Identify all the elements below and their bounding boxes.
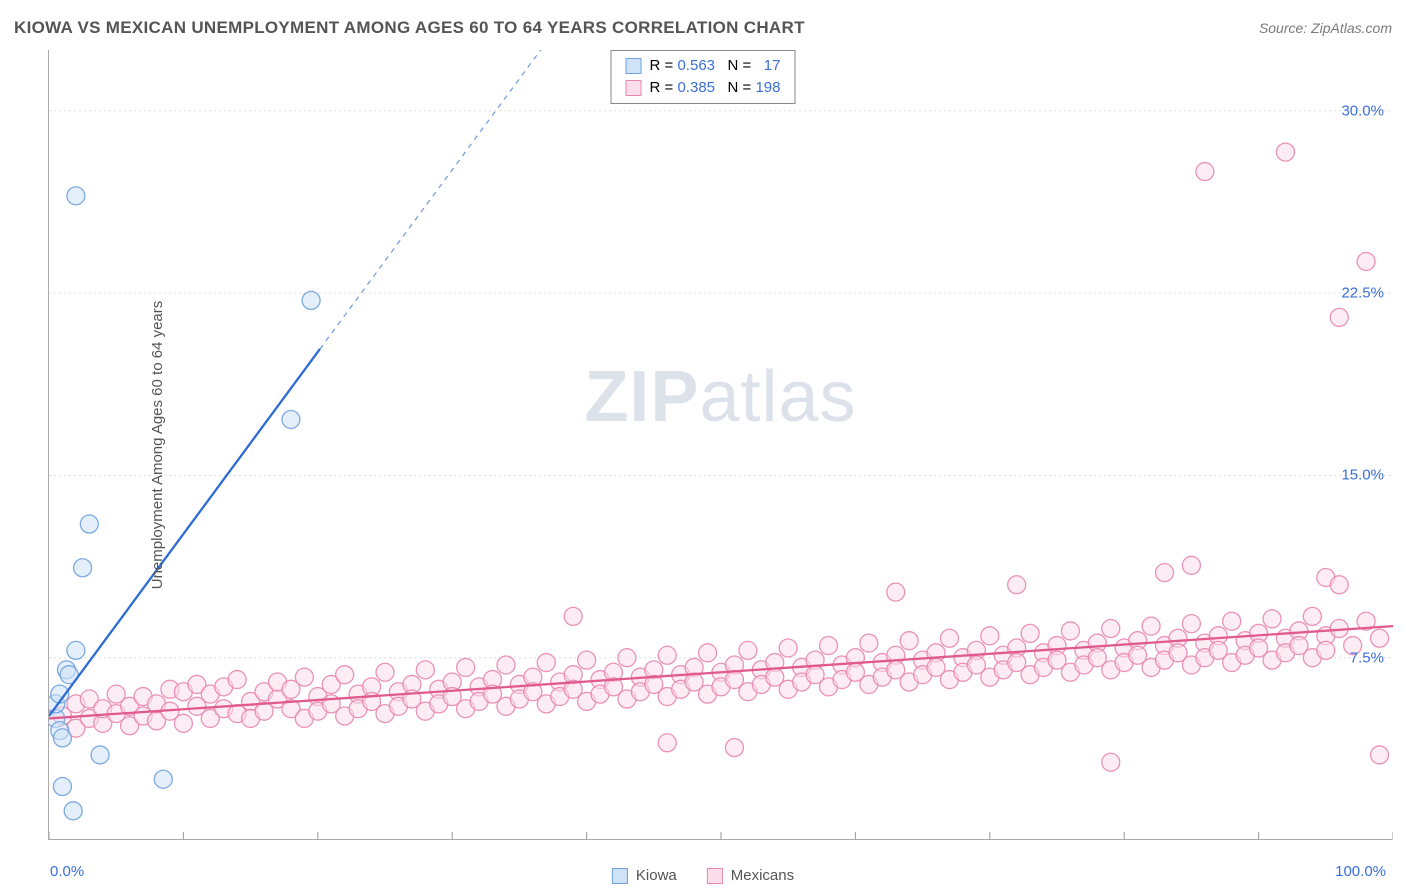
legend-row-kiowa: R = 0.563 N = 17 bbox=[626, 55, 781, 77]
y-axis-label: Unemployment Among Ages 60 to 64 years bbox=[149, 300, 166, 589]
legend-label-kiowa: Kiowa bbox=[636, 867, 677, 884]
y-tick-label: 22.5% bbox=[1341, 285, 1384, 302]
legend-row-mexicans: R = 0.385 N = 198 bbox=[626, 77, 781, 99]
legend-series: Kiowa Mexicans bbox=[612, 867, 794, 884]
legend-swatch-mexicans bbox=[626, 80, 642, 96]
y-tick-label: 7.5% bbox=[1350, 649, 1384, 666]
legend-swatch-kiowa bbox=[626, 58, 642, 74]
chart-plot-area: Unemployment Among Ages 60 to 64 years 7… bbox=[48, 50, 1392, 840]
legend-item-kiowa: Kiowa bbox=[612, 867, 677, 884]
legend-item-mexicans: Mexicans bbox=[707, 867, 794, 884]
scatter-chart-svg bbox=[49, 50, 1393, 840]
y-tick-label: 15.0% bbox=[1341, 467, 1384, 484]
x-axis-min-label: 0.0% bbox=[50, 863, 84, 880]
legend-label-mexicans: Mexicans bbox=[731, 867, 794, 884]
legend-correlation-box: R = 0.563 N = 17 R = 0.385 N = 198 bbox=[611, 50, 796, 104]
legend-swatch-kiowa-icon bbox=[612, 868, 628, 884]
legend-swatch-mexicans-icon bbox=[707, 868, 723, 884]
x-axis-max-label: 100.0% bbox=[1335, 863, 1386, 880]
title-bar: KIOWA VS MEXICAN UNEMPLOYMENT AMONG AGES… bbox=[14, 18, 1392, 38]
source-attribution: Source: ZipAtlas.com bbox=[1259, 20, 1392, 36]
y-tick-label: 30.0% bbox=[1341, 102, 1384, 119]
chart-title: KIOWA VS MEXICAN UNEMPLOYMENT AMONG AGES… bbox=[14, 18, 805, 38]
